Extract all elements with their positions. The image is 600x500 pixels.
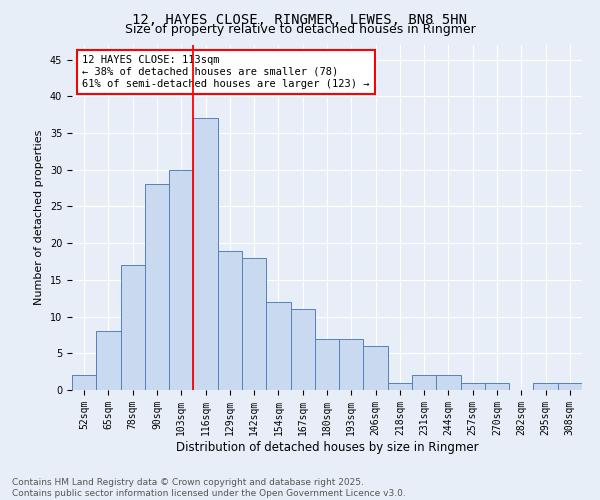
Y-axis label: Number of detached properties: Number of detached properties [34, 130, 44, 305]
Bar [169, 170, 193, 390]
Bar [436, 376, 461, 390]
Text: Size of property relative to detached houses in Ringmer: Size of property relative to detached ho… [125, 22, 475, 36]
Bar [121, 265, 145, 390]
Text: 12, HAYES CLOSE, RINGMER, LEWES, BN8 5HN: 12, HAYES CLOSE, RINGMER, LEWES, BN8 5HN [133, 12, 467, 26]
Bar [242, 258, 266, 390]
Bar [193, 118, 218, 390]
Bar [461, 382, 485, 390]
Text: Contains HM Land Registry data © Crown copyright and database right 2025.
Contai: Contains HM Land Registry data © Crown c… [12, 478, 406, 498]
Bar [388, 382, 412, 390]
Bar [290, 310, 315, 390]
Bar [533, 382, 558, 390]
Bar [72, 376, 96, 390]
Bar [218, 250, 242, 390]
Bar [364, 346, 388, 390]
Bar [558, 382, 582, 390]
Bar [145, 184, 169, 390]
Bar [266, 302, 290, 390]
X-axis label: Distribution of detached houses by size in Ringmer: Distribution of detached houses by size … [176, 440, 478, 454]
Bar [315, 338, 339, 390]
Bar [96, 332, 121, 390]
Bar [339, 338, 364, 390]
Bar [412, 376, 436, 390]
Bar [485, 382, 509, 390]
Text: 12 HAYES CLOSE: 113sqm
← 38% of detached houses are smaller (78)
61% of semi-det: 12 HAYES CLOSE: 113sqm ← 38% of detached… [82, 56, 370, 88]
